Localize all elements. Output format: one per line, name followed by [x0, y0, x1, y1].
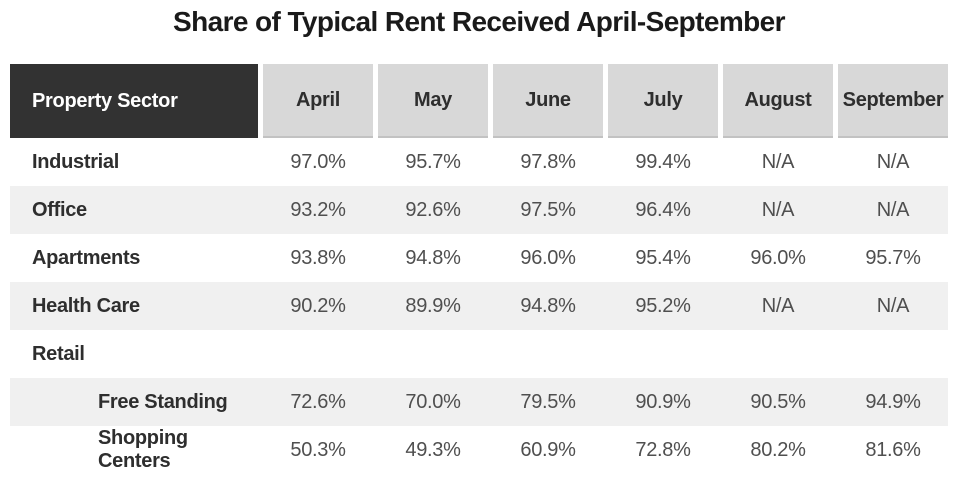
cell-value: 90.9%	[635, 390, 691, 413]
row-label: Retail	[32, 342, 85, 365]
cell-value: 97.0%	[290, 150, 346, 173]
cell-value: 50.3%	[290, 438, 346, 461]
row-label: Apartments	[32, 246, 141, 269]
cell-value: N/A	[761, 294, 795, 317]
cell-value: 94.8%	[520, 294, 576, 317]
cell-value	[838, 330, 948, 378]
row-apartments: Apartments 93.8% 94.8% 96.0% 95.4% 96.0%…	[10, 234, 948, 282]
cell-value: N/A	[876, 150, 910, 173]
header-august: August	[723, 64, 833, 138]
page: Share of Typical Rent Received April-Sep…	[0, 6, 958, 497]
cell-value	[263, 330, 373, 378]
header-april: April	[263, 64, 373, 138]
cell-value: 93.8%	[290, 246, 346, 269]
cell-value: 95.7%	[405, 150, 461, 173]
cell-value: 96.0%	[520, 246, 576, 269]
cell-value: 72.6%	[290, 390, 346, 413]
cell-value: N/A	[876, 294, 910, 317]
cell-value: 89.9%	[405, 294, 461, 317]
row-office: Office 93.2% 92.6% 97.5% 96.4% N/A N/A	[10, 186, 948, 234]
cell-value: 94.9%	[865, 390, 921, 413]
cell-value	[608, 330, 718, 378]
cell-value: N/A	[761, 198, 795, 221]
cell-value: 49.3%	[405, 438, 461, 461]
row-label: Health Care	[32, 294, 140, 317]
row-industrial: Industrial 97.0% 95.7% 97.8% 99.4% N/A N…	[10, 138, 948, 186]
cell-value: 92.6%	[405, 198, 461, 221]
cell-value: 95.2%	[635, 294, 691, 317]
cell-value	[378, 330, 488, 378]
cell-value: 97.8%	[520, 150, 576, 173]
header-june: June	[493, 64, 603, 138]
cell-value: 72.8%	[635, 438, 691, 461]
cell-value: 80.2%	[750, 438, 806, 461]
row-label: Office	[32, 198, 87, 221]
cell-value: 95.7%	[865, 246, 921, 269]
header-july: July	[608, 64, 718, 138]
cell-value: 97.5%	[520, 198, 576, 221]
cell-value: 70.0%	[405, 390, 461, 413]
cell-value: 93.2%	[290, 198, 346, 221]
row-retail-section: Retail	[10, 330, 948, 378]
cell-value: 60.9%	[520, 438, 576, 461]
cell-value: 94.8%	[405, 246, 461, 269]
row-health-care: Health Care 90.2% 89.9% 94.8% 95.2% N/A …	[10, 282, 948, 330]
cell-value: 81.6%	[865, 438, 921, 461]
cell-value: N/A	[876, 198, 910, 221]
cell-value	[493, 330, 603, 378]
cell-value: 96.4%	[635, 198, 691, 221]
row-label: Free Standing	[98, 390, 228, 413]
cell-value: 96.0%	[750, 246, 806, 269]
cell-value	[723, 330, 833, 378]
table-header-row: Property Sector April May June July Augu…	[10, 64, 948, 138]
cell-value: 99.4%	[635, 150, 691, 173]
row-free-standing: Free Standing 72.6% 70.0% 79.5% 90.9% 90…	[10, 378, 948, 426]
rent-share-table: Property Sector April May June July Augu…	[10, 64, 948, 474]
cell-value: 95.4%	[635, 246, 691, 269]
row-shopping-centers: Shopping Centers 50.3% 49.3% 60.9% 72.8%…	[10, 426, 948, 474]
cell-value: 90.2%	[290, 294, 346, 317]
header-september: September	[838, 64, 948, 138]
cell-value: 79.5%	[520, 390, 576, 413]
row-label: Industrial	[32, 150, 120, 173]
page-title: Share of Typical Rent Received April-Sep…	[173, 6, 786, 37]
header-property-sector: Property Sector	[10, 64, 258, 138]
cell-value: N/A	[761, 150, 795, 173]
header-may: May	[378, 64, 488, 138]
row-label: Shopping Centers	[98, 427, 188, 472]
cell-value: 90.5%	[750, 390, 806, 413]
